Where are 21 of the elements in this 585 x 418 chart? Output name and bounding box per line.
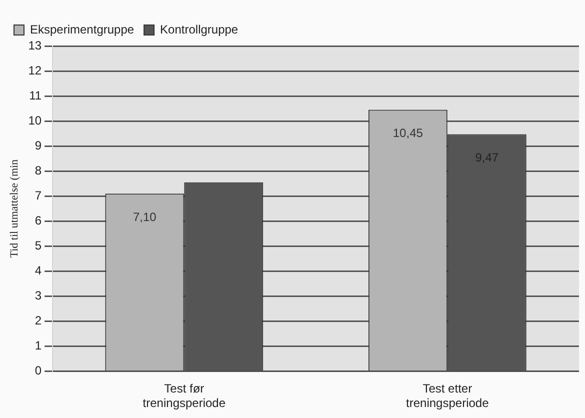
x-tick-label: Test før treningsperiode — [142, 382, 226, 410]
y-tick-label: 4 — [34, 263, 42, 278]
data-label: 7,10 — [132, 210, 157, 224]
legend-label: Kontrollgruppe — [160, 22, 238, 36]
y-tick-label: 2 — [34, 313, 42, 328]
y-tick-label: 6 — [34, 213, 42, 228]
y-tick-label: 8 — [34, 163, 42, 178]
y-tick-label: 5 — [34, 238, 42, 252]
y-tick-label: 13 — [28, 38, 42, 52]
y-tick-label: 0 — [34, 364, 42, 378]
data-label: 10,45 — [392, 126, 424, 140]
y-axis-title: Tid til utmattelse (min — [8, 158, 20, 258]
legend-label: Eksperimentgruppe — [30, 22, 134, 36]
y-tick-label: 7 — [34, 188, 42, 202]
y-tick-label: 12 — [28, 63, 42, 78]
y-tick-label: 3 — [34, 288, 42, 302]
y-tick-label: 11 — [29, 88, 42, 102]
x-tick-label: Test etter treningsperiode — [406, 382, 490, 410]
y-tick-label: 9 — [34, 138, 42, 152]
y-tick-label: 10 — [28, 113, 42, 128]
y-tick-label: 1 — [34, 338, 42, 352]
